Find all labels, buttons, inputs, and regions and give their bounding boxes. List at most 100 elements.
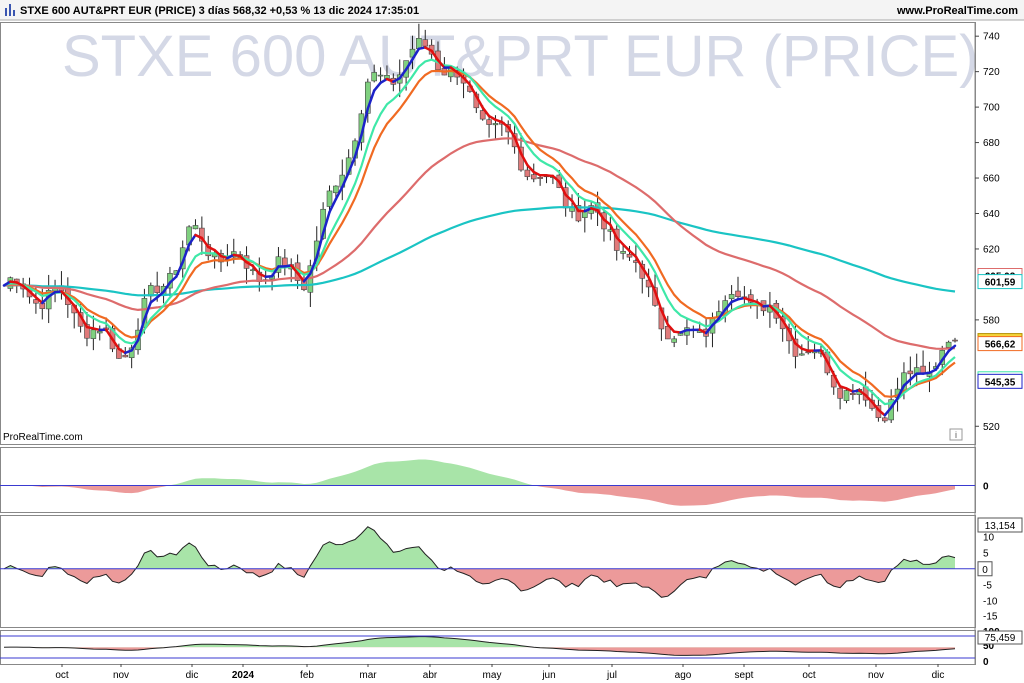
fast-ma-segment xyxy=(775,310,784,322)
fast-ma-segment xyxy=(347,155,357,174)
fast-ma-segment xyxy=(296,271,306,283)
watermark: STXE 600 AUT&PRT EUR (PRICE) xyxy=(62,24,978,89)
fast-ma-segment xyxy=(130,339,140,352)
fast-ma-segment xyxy=(175,260,184,278)
fast-ma-segment xyxy=(596,209,606,221)
fast-ma-segment xyxy=(940,349,950,362)
fast-ma-segment xyxy=(104,328,114,341)
candle-body xyxy=(122,354,129,358)
fast-ma-segment xyxy=(468,83,478,98)
osc3-badge: 75,459 xyxy=(977,630,1023,645)
fast-ma-segment xyxy=(506,125,516,139)
fast-ma-segment xyxy=(819,349,829,363)
candle xyxy=(422,29,429,48)
price-tick-label: 740 xyxy=(983,32,1000,43)
osc2-zero-badge: 0 xyxy=(977,561,993,577)
candle-body xyxy=(843,390,850,401)
fast-ma-segment xyxy=(558,180,567,197)
x-axis-label: sept xyxy=(735,670,754,681)
fast-ma-segment xyxy=(398,68,408,80)
svg-text:i: i xyxy=(955,430,957,440)
fast-ma-segment xyxy=(653,290,663,312)
osc2-tick-label: 5 xyxy=(983,548,989,559)
x-axis-label: nov xyxy=(113,670,129,681)
fast-ma-segment xyxy=(519,152,529,167)
candle-body xyxy=(199,227,205,242)
osc3-tick-label: 0 xyxy=(983,657,989,668)
fast-ma-segment xyxy=(647,275,657,293)
osc2-tick-label: -10 xyxy=(983,596,998,607)
candle-body xyxy=(479,110,486,120)
price-tick-label: 620 xyxy=(983,244,1000,255)
candle xyxy=(333,185,339,199)
price-badge-ma_cyan: 601,59 xyxy=(977,274,1023,290)
candle xyxy=(620,244,626,260)
candle xyxy=(199,216,205,255)
fast-ma-segment xyxy=(238,254,248,264)
fast-ma-segment xyxy=(787,329,797,345)
candle-body xyxy=(416,38,422,50)
fast-ma-segment xyxy=(889,397,899,409)
candle-body xyxy=(850,393,856,396)
candle-body xyxy=(735,290,741,298)
price-axis: 740720700680660640620580520605,03601,595… xyxy=(975,32,1023,668)
badge-label: 75,459 xyxy=(985,633,1016,644)
candle-body xyxy=(154,285,160,293)
fast-ma-segment xyxy=(315,232,325,259)
fast-ma-segment xyxy=(28,290,38,299)
fast-ma-segment xyxy=(79,314,89,329)
fast-ma-segment xyxy=(309,256,318,275)
osc-negative-area xyxy=(4,485,955,506)
badge-box xyxy=(977,630,1023,645)
candle-body xyxy=(881,417,888,422)
x-axis-label: oct xyxy=(55,670,69,681)
candle-body xyxy=(620,251,626,254)
fast-ma-segment xyxy=(947,344,957,353)
candle-body xyxy=(530,174,537,180)
brand-small: ProRealTime.com xyxy=(3,432,83,443)
price-tick-label: 700 xyxy=(983,103,1000,114)
fast-ma-segment xyxy=(570,199,580,213)
candle xyxy=(537,175,543,186)
fast-ma-segment xyxy=(360,107,370,137)
fast-ma-segment xyxy=(21,284,31,293)
candle-body xyxy=(128,347,135,359)
candle-body xyxy=(799,353,805,356)
fast-ma-segment xyxy=(641,266,650,279)
oscillators xyxy=(0,459,975,659)
x-axis-label: nov xyxy=(868,670,884,681)
fast-ma-segment xyxy=(372,81,382,92)
candle-body xyxy=(907,370,914,375)
osc-positive-area xyxy=(4,526,955,569)
x-axis-label: abr xyxy=(423,670,438,681)
fast-ma-segment xyxy=(168,275,178,284)
candle-body xyxy=(626,253,633,258)
fast-ma-segment xyxy=(430,49,440,62)
fast-ma-segment xyxy=(117,347,127,355)
candle-body xyxy=(575,205,582,222)
ma-teal-line xyxy=(3,58,956,406)
brand-url[interactable]: www.ProRealTime.com xyxy=(896,5,1018,17)
candle-body xyxy=(96,331,103,334)
osc-positive-area xyxy=(4,459,955,486)
osc-negative-area xyxy=(4,568,894,598)
candle xyxy=(377,67,384,84)
badge-box xyxy=(977,373,1023,389)
fast-ma-segment xyxy=(143,301,153,321)
fast-ma-segment xyxy=(551,174,561,184)
info-icon[interactable]: i xyxy=(949,428,963,441)
fast-ma-segment xyxy=(149,296,159,304)
badge-box xyxy=(977,517,1023,533)
fast-ma-segment xyxy=(404,58,414,71)
badge-label: 566,62 xyxy=(985,340,1016,351)
fast-ma-segment xyxy=(602,218,612,226)
x-axis-label: 2024 xyxy=(232,670,255,681)
osc3-tick-label: 50 xyxy=(983,641,995,652)
fast-ma-segment xyxy=(877,408,887,417)
fast-ma-segment xyxy=(513,135,523,155)
candle-body xyxy=(728,294,735,300)
fast-ma-segment xyxy=(111,338,121,351)
candle-body xyxy=(524,169,531,177)
fast-ma-segment xyxy=(768,304,778,314)
